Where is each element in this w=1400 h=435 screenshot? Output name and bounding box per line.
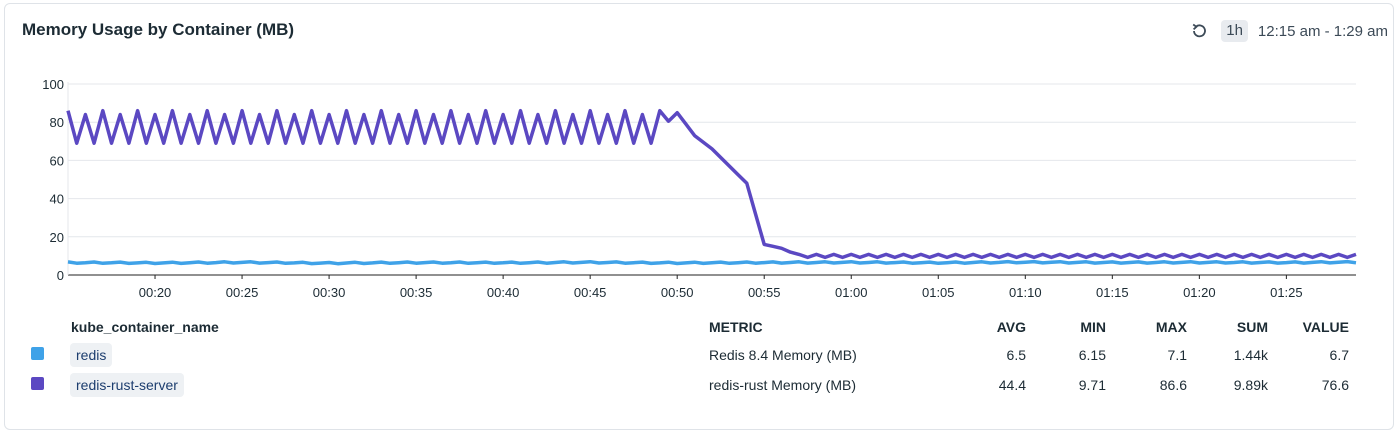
legend-swatch-redis	[31, 347, 44, 360]
y-tick-label: 20	[50, 230, 64, 245]
legend-header: kube_container_name METRIC AVG MIN MAX S…	[0, 312, 1400, 340]
memory-chart: 0 20 40 60 80 100 00:20 00:25 00:30 00:35 00:40 00:…	[42, 77, 1357, 300]
x-tick-label: 00:55	[748, 285, 781, 300]
x-tick-label: 01:00	[835, 285, 868, 300]
legend-max: 7.1	[1167, 347, 1187, 363]
x-tick-label: 01:20	[1183, 285, 1216, 300]
legend-header-avg: AVG	[996, 319, 1026, 335]
legend-metric: redis-rust Memory (MB)	[709, 377, 857, 393]
series-line-redis-rust-server	[66, 108, 1357, 260]
legend-value: 6.7	[1329, 347, 1349, 363]
legend-min: 9.71	[1078, 377, 1106, 393]
y-tick-label: 100	[42, 77, 64, 92]
time-range-label[interactable]: 12:15 am - 1:29 am	[1257, 22, 1388, 40]
y-tick-label: 60	[50, 153, 64, 168]
widget-title: Memory Usage by Container (MB)	[22, 20, 295, 39]
y-tick-label: 0	[57, 268, 64, 283]
legend-swatch-redis-rust-server	[31, 377, 44, 390]
legend-min: 6.15	[1078, 347, 1106, 363]
legend-header-metric: METRIC	[709, 319, 763, 335]
x-tick-label: 01:10	[1009, 285, 1042, 300]
x-tick-label: 01:05	[922, 285, 955, 300]
x-tick-label: 00:40	[487, 285, 520, 300]
x-tick-label: 00:45	[574, 285, 607, 300]
legend-name-redis[interactable]: redis	[70, 343, 113, 367]
chart-grid	[68, 83, 1356, 276]
legend-avg: 6.5	[1006, 347, 1026, 363]
x-tick-label: 00:25	[226, 285, 259, 300]
reset-icon[interactable]	[1187, 19, 1211, 43]
legend-header-max: MAX	[1155, 319, 1187, 335]
legend-sum: 1.44k	[1233, 347, 1268, 363]
x-tick-label: 00:30	[313, 285, 346, 300]
legend-name-redis-rust-server[interactable]: redis-rust-server	[70, 373, 184, 397]
legend-row-redis[interactable]: redis Redis 8.4 Memory (MB) 6.5 6.15 7.1…	[0, 340, 1400, 370]
chart-legend: kube_container_name METRIC AVG MIN MAX S…	[0, 312, 1400, 400]
y-tick-label: 80	[50, 115, 64, 130]
x-tick-label: 00:35	[400, 285, 433, 300]
widget-card	[4, 3, 1394, 430]
legend-avg: 44.4	[998, 377, 1026, 393]
legend-header-min: MIN	[1080, 319, 1106, 335]
legend-sum: 9.89k	[1233, 377, 1268, 393]
chart-axes: 0 20 40 60 80 100 00:20 00:25 00:30 00:35 00:40 00:…	[42, 77, 1302, 300]
x-tick-label: 00:50	[661, 285, 694, 300]
legend-metric: Redis 8.4 Memory (MB)	[709, 347, 857, 363]
series-line-redis	[67, 259, 1357, 266]
legend-max: 86.6	[1159, 377, 1187, 393]
chart-series	[66, 108, 1357, 266]
x-tick-label: 01:15	[1096, 285, 1129, 300]
y-tick-label: 40	[50, 192, 64, 207]
x-tick-label: 00:20	[139, 285, 172, 300]
widget-controls: 1h 12:15 am - 1:29 am	[1187, 19, 1388, 43]
legend-header-value: VALUE	[1302, 319, 1349, 335]
legend-header-name: kube_container_name	[71, 319, 219, 335]
legend-value: 76.6	[1321, 377, 1349, 393]
legend-header-sum: SUM	[1236, 319, 1268, 335]
x-tick-label: 01:25	[1270, 285, 1303, 300]
time-range-badge[interactable]: 1h	[1221, 20, 1248, 42]
legend-row-redis-rust-server[interactable]: redis-rust-server redis-rust Memory (MB)…	[0, 370, 1400, 400]
